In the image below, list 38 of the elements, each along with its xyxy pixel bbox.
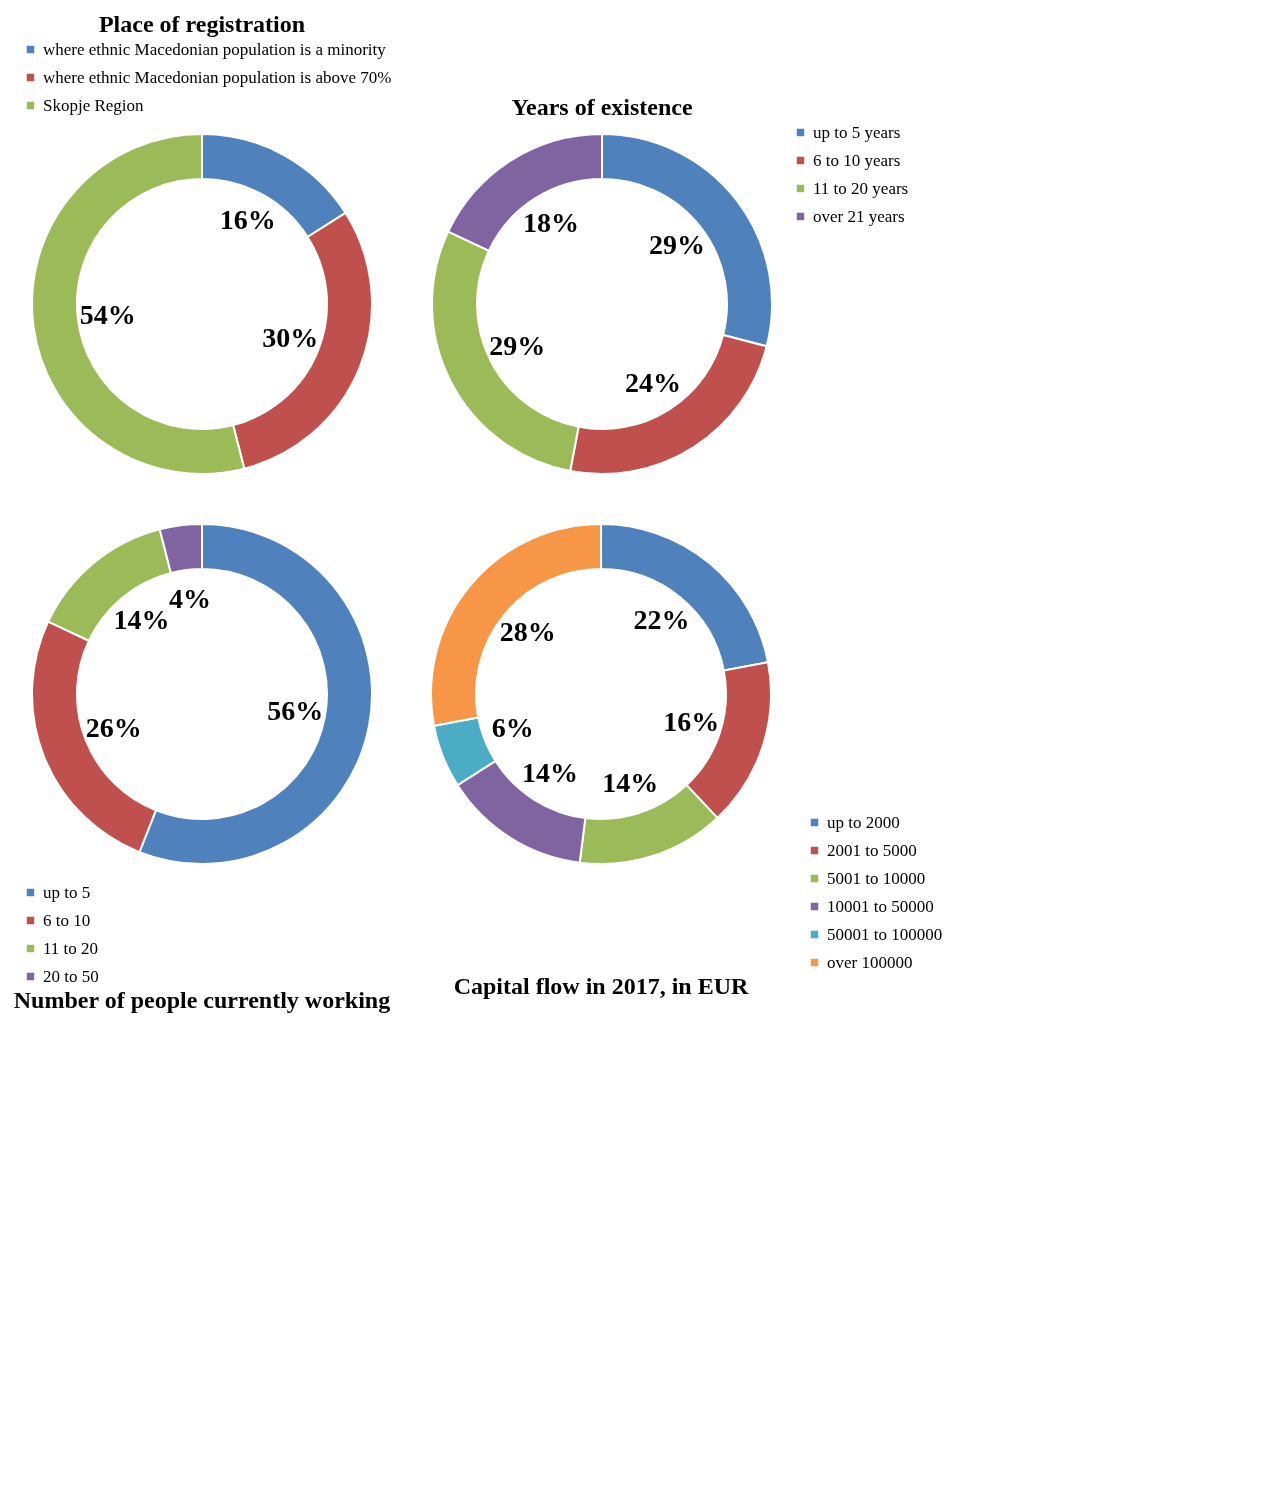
legend-label: up to 5 bbox=[43, 882, 91, 902]
data-label: 18% bbox=[523, 206, 580, 238]
legend-label: 11 to 20 bbox=[43, 938, 99, 958]
text: Capital flow in 2017, in EUR bbox=[453, 973, 750, 999]
data-label: 29% bbox=[489, 330, 546, 362]
data-label: 14% bbox=[522, 757, 579, 789]
text: Number of people currently working bbox=[13, 987, 391, 1013]
data-label: 6% bbox=[491, 711, 534, 743]
legend-label: where ethnic Macedonian population is above 70% bbox=[43, 67, 392, 87]
data-label: 54% bbox=[79, 298, 136, 330]
data-label: 14% bbox=[113, 603, 170, 635]
legend-label: up to 5 years bbox=[813, 122, 901, 142]
chart-title: Place of registration bbox=[98, 11, 306, 37]
legend-label: Skopje Region bbox=[43, 95, 145, 115]
legend-label: up to 2000 bbox=[827, 812, 900, 832]
data-label: 14% bbox=[602, 767, 659, 799]
legend-label: over 100000 bbox=[827, 952, 913, 972]
data-label: 22% bbox=[633, 603, 690, 635]
legend-label: 6 to 10 years bbox=[813, 150, 901, 170]
data-label: 16% bbox=[219, 203, 276, 235]
chart-title: Years of existence bbox=[511, 94, 693, 120]
legend-label: 5001 to 10000 bbox=[827, 868, 926, 888]
legend-label: 6 to 10 bbox=[43, 910, 91, 930]
data-label: 16% bbox=[663, 706, 720, 738]
legend-label: 2001 to 5000 bbox=[827, 840, 917, 860]
legend-label: 50001 to 100000 bbox=[827, 924, 943, 944]
data-label: 30% bbox=[262, 321, 319, 353]
data-label: 24% bbox=[624, 367, 681, 399]
legend-label: 10001 to 50000 bbox=[827, 896, 934, 916]
legend-label: 20 to 50 bbox=[43, 966, 99, 986]
legend-label: over 21 years bbox=[813, 206, 905, 226]
legend-label: where ethnic Macedonian population is a minority bbox=[43, 39, 387, 59]
legend-label: 11 to 20 years bbox=[813, 178, 909, 198]
data-label: 29% bbox=[649, 228, 706, 260]
data-label: 26% bbox=[85, 711, 142, 743]
data-label: 56% bbox=[267, 694, 324, 726]
data-label: 4% bbox=[169, 582, 212, 614]
data-label: 28% bbox=[499, 616, 556, 648]
